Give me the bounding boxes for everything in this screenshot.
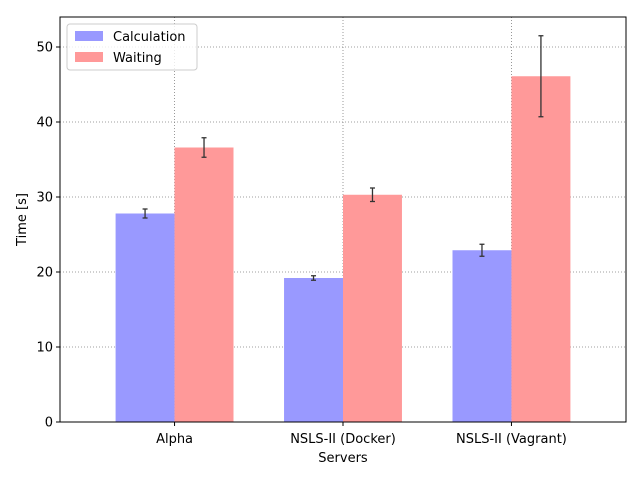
- y-tick-label: 10: [36, 341, 53, 356]
- y-tick-label: 50: [36, 41, 53, 56]
- y-axis-label: Time [s]: [15, 193, 30, 247]
- legend-label-calculation: Calculation: [113, 30, 186, 45]
- legend: Calculation Waiting: [66, 23, 198, 71]
- y-tick-label: 40: [36, 116, 53, 131]
- bar-waiting-2: [511, 76, 571, 422]
- x-tick-label: Alpha: [156, 432, 193, 447]
- bar-calculation-2: [452, 250, 512, 422]
- bar-waiting-0: [174, 147, 234, 422]
- bar-calculation-1: [284, 278, 343, 422]
- bar-calculation-0: [115, 213, 175, 422]
- x-axis-label: Servers: [318, 451, 368, 466]
- error-bars: [142, 35, 544, 281]
- bars: [115, 76, 571, 422]
- x-tick-label: NSLS-II (Docker): [290, 432, 396, 447]
- y-axis: 0 10 20 30 40 50: [36, 41, 60, 431]
- x-axis: Alpha NSLS-II (Docker) NSLS-II (Vagrant): [156, 422, 567, 447]
- legend-swatch-calculation: [75, 31, 103, 41]
- y-tick-label: 20: [36, 266, 53, 281]
- x-tick-label: NSLS-II (Vagrant): [456, 432, 567, 447]
- legend-label-waiting: Waiting: [113, 51, 162, 66]
- y-tick-label: 0: [45, 416, 53, 431]
- y-tick-label: 30: [36, 191, 53, 206]
- bar-waiting-1: [343, 194, 402, 422]
- legend-swatch-waiting: [75, 52, 103, 62]
